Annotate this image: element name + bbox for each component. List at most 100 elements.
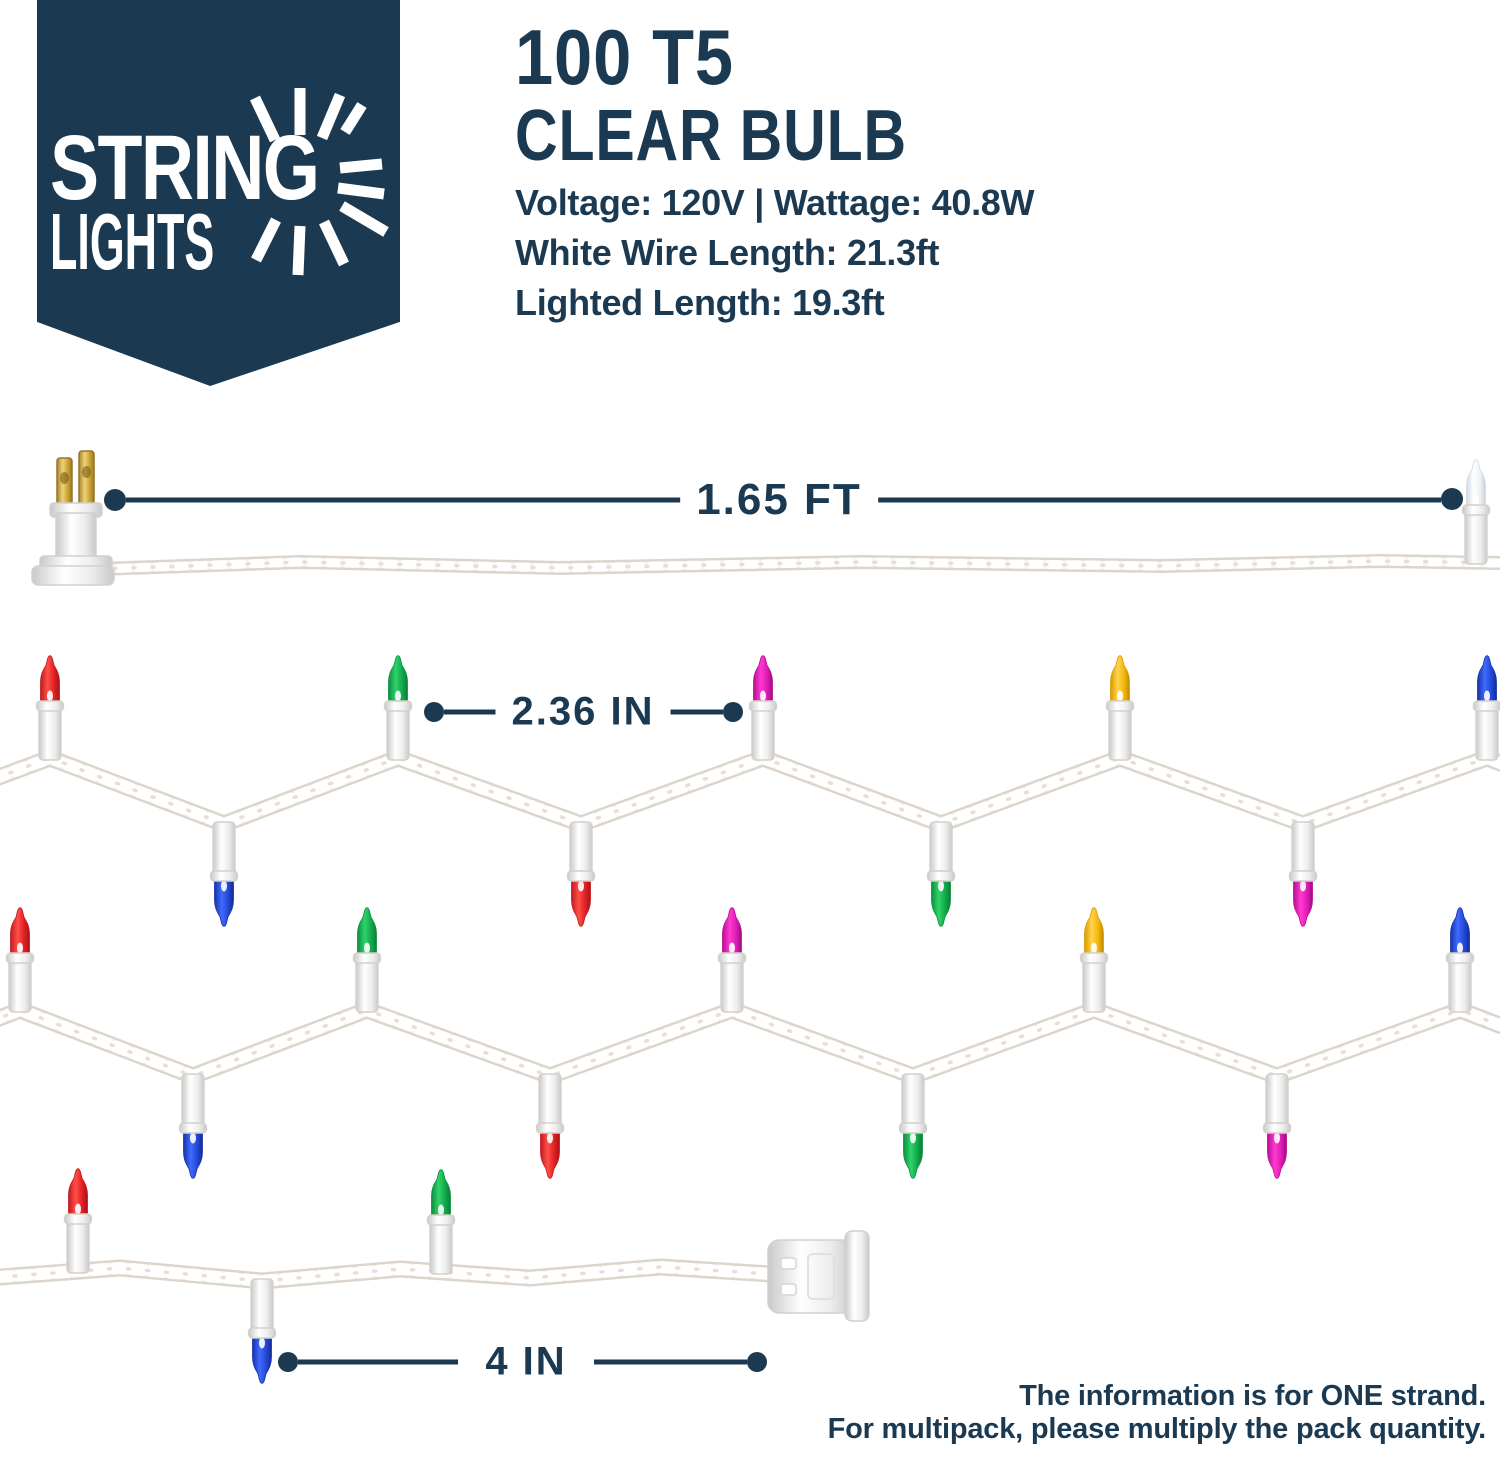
measurement-bulb-spacing — [424, 702, 743, 722]
light-magenta-up — [717, 907, 747, 1013]
bulb-highlight — [1091, 942, 1097, 954]
brand-banner: STRING LIGHTS — [37, 0, 400, 386]
bulb-highlight — [1484, 690, 1490, 702]
end-connector — [767, 1230, 870, 1322]
bulb-highlight — [910, 1132, 916, 1144]
sparkle-icon — [250, 88, 389, 276]
bulb — [183, 1121, 203, 1179]
measure-dot — [278, 1352, 298, 1372]
socket-collar — [383, 700, 413, 712]
socket — [429, 1219, 453, 1275]
socket-collar — [1461, 504, 1491, 516]
light-blue-up — [1445, 907, 1475, 1013]
socket — [38, 705, 62, 761]
bulb-highlight — [190, 1132, 196, 1144]
bulb-highlight — [364, 942, 370, 954]
connector-detail — [807, 1253, 835, 1300]
light-green-up — [426, 1169, 456, 1275]
spec-voltage-wattage: Voltage: 120V | Wattage: 40.8W — [515, 182, 1035, 223]
bulb-highlight — [729, 942, 735, 954]
socket-collar — [1445, 952, 1475, 964]
bulb — [540, 1121, 560, 1179]
bulb-highlight — [1457, 942, 1463, 954]
title-line-1: 100 T5 — [515, 13, 734, 101]
socket-collar — [1288, 870, 1318, 882]
bulb — [931, 869, 951, 927]
bulb — [40, 655, 60, 713]
bulb — [1267, 1121, 1287, 1179]
prong-hole — [82, 466, 91, 478]
product-title: 100 T5 CLEAR BULB — [515, 18, 993, 172]
socket — [386, 705, 410, 761]
socket — [250, 1278, 274, 1334]
measurement-end-spacing — [278, 1352, 767, 1372]
socket — [538, 1073, 562, 1129]
socket-collar — [1079, 952, 1109, 964]
socket-collar — [1472, 700, 1500, 712]
connector-body — [767, 1239, 855, 1314]
light-blue-down — [209, 821, 239, 927]
connector-flange — [844, 1230, 870, 1322]
light-magenta-down — [1288, 821, 1318, 927]
bulb — [68, 1168, 88, 1226]
socket — [355, 957, 379, 1013]
bulb-highlight — [1274, 1132, 1280, 1144]
bulb — [388, 655, 408, 713]
light-yellow-up — [1105, 655, 1135, 761]
socket-collar — [1262, 1122, 1292, 1134]
bulb-highlight — [75, 1203, 81, 1215]
socket — [751, 705, 775, 761]
light-magenta-down — [1262, 1073, 1292, 1179]
socket — [901, 1073, 925, 1129]
bulb-highlight — [1117, 690, 1123, 702]
socket — [1448, 957, 1472, 1013]
bulb — [431, 1169, 451, 1227]
socket — [212, 821, 236, 877]
spec-wire-length: White Wire Length: 21.3ft — [515, 232, 940, 273]
bulb-highlight — [17, 942, 23, 954]
socket — [1291, 821, 1315, 877]
socket-collar — [178, 1122, 208, 1134]
light-magenta-up — [748, 655, 778, 761]
measure-dot — [723, 702, 743, 722]
bulb — [357, 907, 377, 965]
light-green-up — [352, 907, 382, 1013]
bulb — [1110, 655, 1130, 713]
bulb — [903, 1121, 923, 1179]
plug-base-flange — [31, 565, 115, 586]
bulb-highlight — [760, 690, 766, 702]
title-line-2: CLEAR BULB — [515, 96, 907, 176]
string-row-3 — [0, 1168, 780, 1384]
bulb-highlight — [1300, 880, 1306, 892]
bulb — [1293, 869, 1313, 927]
label-end-spacing: 4 IN — [469, 1339, 583, 1385]
footnote: The information is for ONE strand. For m… — [827, 1380, 1487, 1446]
bulb-highlight — [221, 880, 227, 892]
footnote-line-2: For multipack, please multiply the pack … — [827, 1413, 1487, 1445]
bulb — [571, 869, 591, 927]
bulb — [722, 907, 742, 965]
socket-collar — [35, 700, 65, 712]
light-green-down — [926, 821, 956, 927]
footnote-line-1: The information is for ONE strand. — [1019, 1380, 1486, 1412]
light-red-up — [5, 907, 35, 1013]
bulb-highlight — [938, 880, 944, 892]
socket — [1108, 705, 1132, 761]
product-specs: Voltage: 120V | Wattage: 40.8W White Wir… — [515, 178, 1035, 328]
socket-collar — [566, 870, 596, 882]
bulb-highlight — [438, 1204, 444, 1216]
socket — [66, 1218, 90, 1274]
bulb-highlight — [47, 690, 53, 702]
measure-dot — [424, 702, 444, 722]
measure-dot — [747, 1352, 767, 1372]
light-green-up — [383, 655, 413, 761]
socket — [1475, 705, 1499, 761]
bulb — [1084, 907, 1104, 965]
bulb — [10, 907, 30, 965]
socket — [1265, 1073, 1289, 1129]
bulb — [1466, 459, 1486, 517]
connector-slot — [780, 1257, 797, 1270]
light-clear-up — [1461, 459, 1491, 565]
bulb — [1477, 655, 1497, 713]
